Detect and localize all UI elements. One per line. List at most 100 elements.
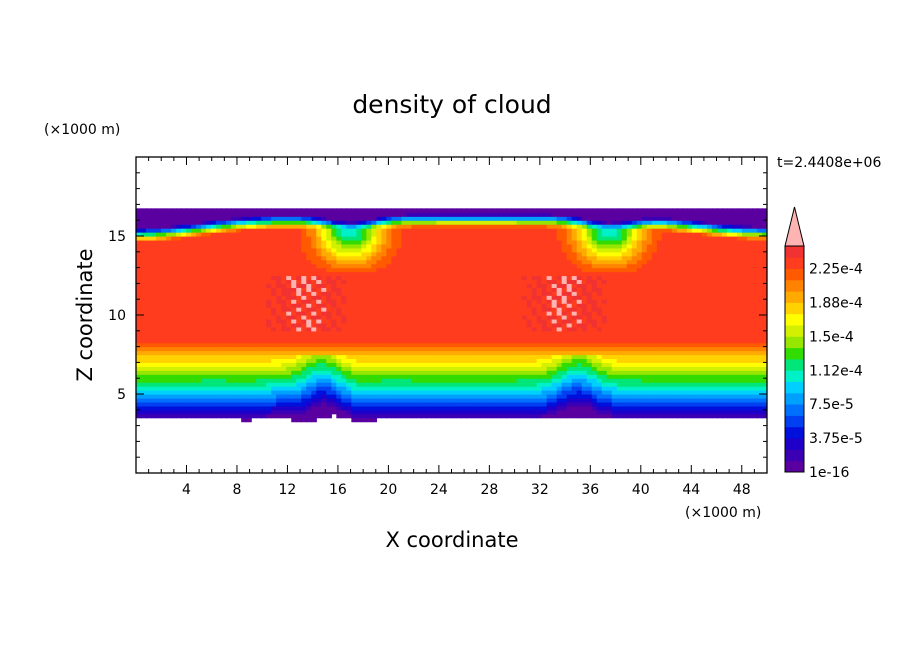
field-cell [266, 255, 272, 261]
field-cell [496, 220, 503, 225]
field-cell [326, 267, 332, 273]
field-cell [551, 386, 558, 391]
field-cell [146, 247, 152, 253]
field-cell [356, 251, 362, 257]
field-cell [266, 279, 272, 284]
field-cell [516, 259, 523, 265]
field-cell [261, 342, 267, 348]
field-cell [451, 338, 458, 344]
field-cell [386, 216, 393, 221]
field-cell [391, 405, 398, 411]
field-cell [331, 397, 337, 403]
field-cell [471, 322, 478, 328]
field-cell [586, 243, 593, 249]
field-cell [366, 220, 372, 225]
field-cell [596, 354, 603, 360]
field-cell [261, 374, 267, 379]
field-cell [201, 247, 207, 253]
field-cell [171, 322, 177, 328]
field-cell [426, 224, 433, 229]
field-cell [581, 338, 588, 344]
field-cell [241, 303, 247, 308]
field-cell [506, 397, 513, 403]
field-cell [166, 409, 172, 415]
field-cell [486, 228, 493, 233]
field-cell [581, 390, 588, 395]
field-cell [201, 307, 207, 312]
field-cell [376, 251, 382, 257]
field-cell [431, 350, 438, 356]
field-cell [491, 216, 498, 221]
field-cell [486, 397, 493, 403]
field-cell [551, 263, 558, 269]
field-cell [181, 334, 187, 340]
field-cell [586, 271, 593, 277]
field-cell [506, 263, 513, 269]
field-cell [351, 228, 357, 233]
field-cell [531, 239, 538, 245]
field-cell [206, 326, 212, 332]
field-cell [446, 232, 453, 237]
field-cell [451, 350, 458, 356]
field-cell [366, 236, 372, 241]
field-cell [276, 311, 282, 316]
field-cell [176, 232, 182, 237]
field-cell [506, 330, 513, 336]
field-cell [546, 251, 553, 257]
field-cell [251, 216, 257, 221]
field-cell [541, 283, 548, 288]
field-cell [361, 350, 367, 356]
field-cell [226, 382, 232, 387]
field-cell [456, 267, 463, 273]
field-cell [276, 228, 282, 233]
field-cell [401, 295, 408, 300]
field-cell [346, 299, 352, 304]
field-cell [426, 318, 433, 324]
field-cell [286, 374, 292, 379]
field-cell [581, 279, 588, 284]
field-cell [546, 394, 553, 399]
field-cell [291, 382, 297, 387]
field-cell [271, 251, 277, 257]
field-cell [576, 303, 583, 308]
field-cell [461, 299, 468, 304]
field-cell [526, 232, 533, 237]
field-cell [246, 382, 252, 387]
field-cell [161, 232, 167, 237]
field-cell [456, 338, 463, 344]
field-cell [481, 390, 488, 395]
field-cell [191, 311, 197, 316]
field-cell [351, 315, 357, 320]
field-cell [136, 220, 142, 225]
field-cell [401, 342, 408, 348]
field-cell [391, 255, 398, 261]
field-cell [216, 390, 222, 395]
field-cell [511, 397, 518, 403]
field-cell [181, 303, 187, 308]
field-cell [461, 362, 468, 367]
field-cell [301, 409, 307, 415]
field-cell [266, 318, 272, 324]
field-cell [161, 354, 167, 360]
field-cell [346, 390, 352, 395]
field-cell [576, 342, 583, 348]
field-cell [171, 208, 177, 213]
field-cell [336, 208, 342, 213]
field-cell [226, 255, 232, 261]
field-cell [416, 354, 423, 360]
field-cell [391, 386, 398, 391]
field-cell [411, 318, 418, 324]
field-cell [501, 212, 508, 217]
field-cell [531, 295, 538, 300]
field-cell [391, 370, 398, 375]
field-cell [286, 338, 292, 344]
field-cell [276, 390, 282, 395]
field-cell [576, 401, 583, 407]
field-cell [601, 247, 608, 253]
field-cell [286, 397, 292, 403]
field-cell [511, 267, 518, 273]
field-cell [561, 255, 568, 261]
field-cell [266, 334, 272, 340]
field-cell [261, 390, 267, 395]
field-cell [416, 374, 423, 379]
